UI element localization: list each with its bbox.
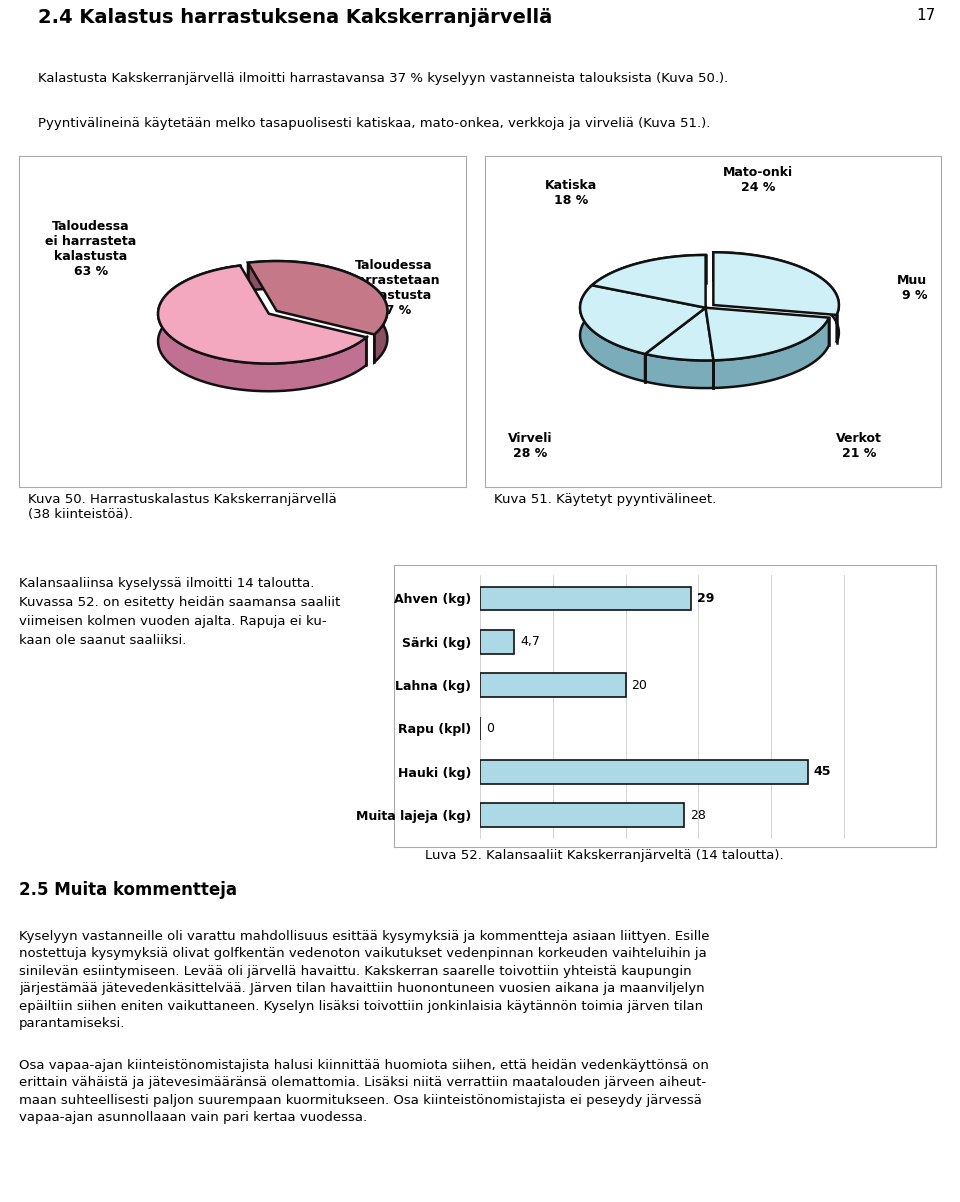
Text: Taloudessa
harrastetaan
kalastusta
37 %: Taloudessa harrastetaan kalastusta 37 % [348,260,440,317]
Text: Luva 52. Kalansaaliit Kakskerranjärveltä (14 taloutta).: Luva 52. Kalansaaliit Kakskerranjärveltä… [424,849,783,862]
Polygon shape [645,308,713,361]
Bar [480,587,691,611]
Text: Kyselyyn vastanneille oli varattu mahdollisuus esittää kysymyksiä ja kommentteja: Kyselyyn vastanneille oli varattu mahdol… [19,930,709,1030]
Text: Osa vapaa-ajan kiinteistönomistajista halusi kiinnittää huomiota siihen, että he: Osa vapaa-ajan kiinteistönomistajista ha… [19,1059,709,1125]
Polygon shape [706,308,828,361]
Bar [480,630,515,654]
Text: Virveli
28 %: Virveli 28 % [508,433,553,460]
Text: 0: 0 [486,722,493,734]
Text: 2.5 Muita kommentteja: 2.5 Muita kommentteja [19,881,237,899]
Text: 17: 17 [917,7,936,23]
Polygon shape [158,266,367,363]
Polygon shape [580,285,645,381]
Text: 29: 29 [697,593,714,605]
Bar [480,673,626,697]
Text: Kalansaaliinsa kyselyssä ilmoitti 14 taloutta.
Kuvassa 52. on esitetty heidän sa: Kalansaaliinsa kyselyssä ilmoitti 14 tal… [19,577,341,647]
Polygon shape [248,261,388,362]
Text: 20: 20 [632,679,647,691]
Text: Muu
9 %: Muu 9 % [897,274,927,303]
Polygon shape [713,317,828,388]
Text: 4,7: 4,7 [520,636,540,648]
Bar [480,803,684,827]
Text: 28: 28 [689,809,706,821]
Polygon shape [248,261,388,334]
Bar [480,760,807,784]
Text: 45: 45 [813,766,831,778]
Polygon shape [158,266,367,391]
Polygon shape [592,255,706,313]
Polygon shape [713,252,839,343]
Text: Kuva 51. Käytetyt pyyntivälineet.: Kuva 51. Käytetyt pyyntivälineet. [493,493,716,506]
Text: Kuva 50. Harrastuskalastus Kakskerranjärvellä
(38 kiinteistöä).: Kuva 50. Harrastuskalastus Kakskerranjär… [28,493,337,520]
Text: Taloudessa
ei harrasteta
kalastusta
63 %: Taloudessa ei harrasteta kalastusta 63 % [45,220,136,278]
Text: Verkot
21 %: Verkot 21 % [836,433,881,460]
Text: 2.4 Kalastus harrastuksena Kakskerranjärvellä: 2.4 Kalastus harrastuksena Kakskerranjär… [38,7,553,26]
Polygon shape [580,285,706,353]
Text: Mato-onki
24 %: Mato-onki 24 % [723,166,794,195]
Polygon shape [592,255,706,308]
Text: Katiska
18 %: Katiska 18 % [545,179,597,208]
Text: Kalastusta Kakskerranjärvellä ilmoitti harrastavansa 37 % kyselyyn vastanneista : Kalastusta Kakskerranjärvellä ilmoitti h… [38,72,729,85]
Text: Pyyntivälineinä käytetään melko tasapuolisesti katiskaa, mato-onkea, verkkoja ja: Pyyntivälineinä käytetään melko tasapuol… [38,117,710,130]
Polygon shape [713,252,839,315]
Polygon shape [645,353,713,388]
